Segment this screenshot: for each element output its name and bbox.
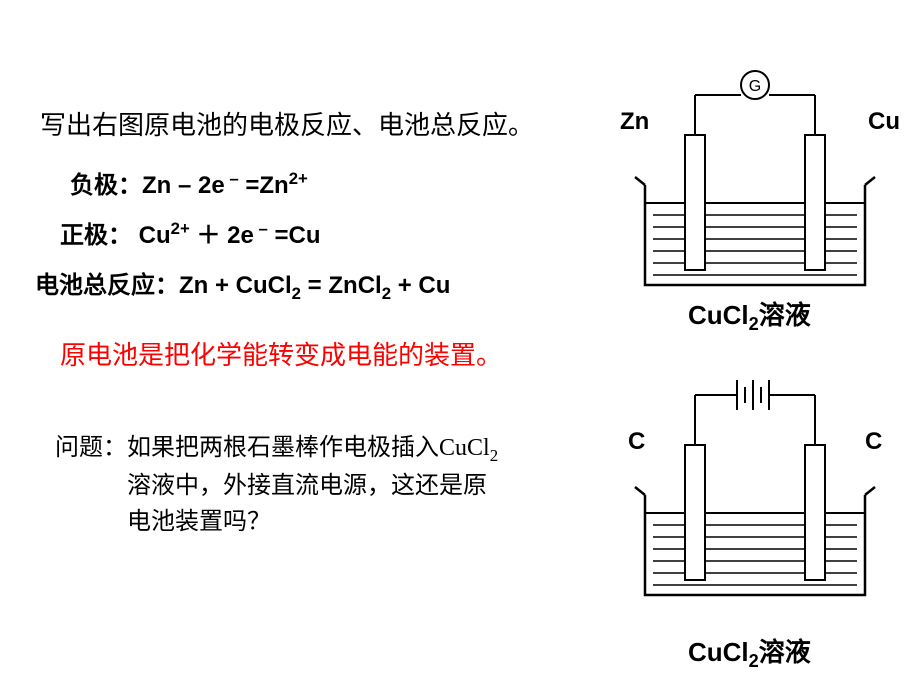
c-label-right: C [865,428,882,456]
question-label: 问题： [55,435,127,461]
positive-electrode-eq: 正极： Cu2+ ＋ 2e – =Cu [60,215,321,250]
electrolysis-cell-diagram [615,345,895,610]
total-reaction-eq: 电池总反应：Zn + CuCl2 = ZnCl2 + Cu [35,265,450,304]
question-line1: 如果把两根石墨棒作电极插入CuCl [127,435,490,461]
question-line2: 溶液中，外接直流电源，这还是原 [127,473,487,499]
c-label-left: C [628,428,645,456]
negative-electrode-eq: 负极：Zn – 2e – =Zn2+ [70,165,308,200]
question-line3: 电池装置吗？ [127,509,271,535]
main-title: 写出右图原电池的电极反应、电池总反应。 [40,105,600,147]
question-block: 问题：如果把两根石墨棒作电极插入CuCl2 溶液中，外接直流电源，这还是原 电池… [55,430,498,540]
total-eq: Zn + CuCl2 = ZnCl2 + Cu [179,272,450,299]
solution-label-2: CuCl2溶液 [688,632,811,672]
solution-label-1: CuCl2溶液 [688,295,811,335]
cu-label: Cu [868,108,900,136]
zn-label: Zn [620,108,649,136]
neg-label: 负极： [70,172,142,199]
pos-eq: Cu2+ ＋ 2e – =Cu [132,222,321,249]
svg-text:G: G [749,78,761,95]
red-statement: 原电池是把化学能转变成电能的装置。 [60,335,502,372]
galvanic-cell-diagram: G [615,55,895,300]
pos-label: 正极： [60,222,132,249]
question-sub: 2 [490,446,498,465]
total-label: 电池总反应： [35,272,179,299]
neg-eq: Zn – 2e – =Zn2+ [142,172,308,199]
